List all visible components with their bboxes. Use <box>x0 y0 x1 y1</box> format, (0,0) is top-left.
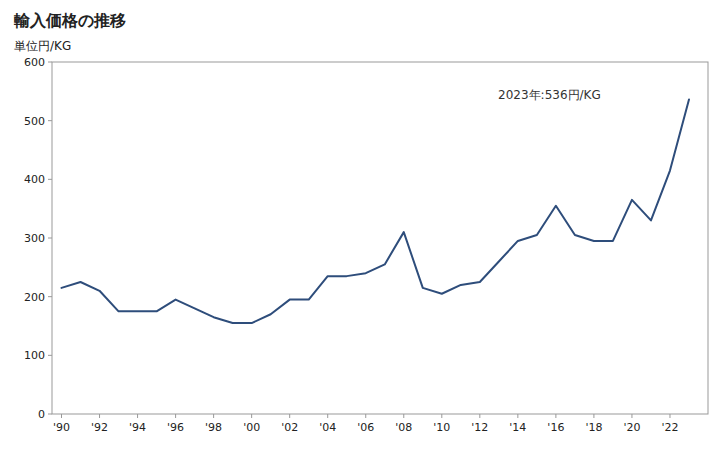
x-tick <box>327 414 328 418</box>
x-tick <box>61 414 62 418</box>
x-tick <box>669 414 670 418</box>
x-tick <box>593 414 594 418</box>
x-tick <box>251 414 252 418</box>
x-tick <box>555 414 556 418</box>
x-tick-label: '16 <box>547 421 564 434</box>
x-tick-label: '94 <box>129 421 146 434</box>
x-tick-label: '98 <box>205 421 222 434</box>
y-tick <box>48 414 52 415</box>
annotation: 2023年:536円/KG <box>498 88 601 102</box>
y-axis-label: 単位円/KG <box>14 39 71 53</box>
x-tick-label: '14 <box>509 421 526 434</box>
x-tick <box>403 414 404 418</box>
x-tick <box>441 414 442 418</box>
y-tick <box>48 238 52 239</box>
title: 輸入価格の推移 <box>13 11 126 30</box>
y-tick <box>48 62 52 63</box>
x-tick-label: '00 <box>243 421 260 434</box>
plot-area <box>62 100 689 324</box>
data-line <box>62 100 689 324</box>
y-axis: 0 100 200 300 400 500 600 <box>24 56 52 421</box>
plot-frame <box>52 62 708 414</box>
y-tick-label: 200 <box>24 291 45 304</box>
x-tick-label: '12 <box>471 421 488 434</box>
x-tick-label: '90 <box>53 421 70 434</box>
y-tick-label: 600 <box>24 56 45 69</box>
x-tick-label: '04 <box>319 421 336 434</box>
y-tick-label: 0 <box>38 408 45 421</box>
x-tick-label: '96 <box>167 421 184 434</box>
y-tick-label: 400 <box>24 173 45 186</box>
y-tick-label: 300 <box>24 232 45 245</box>
x-tick <box>479 414 480 418</box>
x-tick <box>213 414 214 418</box>
x-tick-label: '18 <box>585 421 602 434</box>
x-tick-label: '06 <box>357 421 374 434</box>
y-tick <box>48 120 52 121</box>
x-tick <box>517 414 518 418</box>
x-tick-label: '92 <box>91 421 108 434</box>
x-axis: '90 '92 '94 '96 '98 '00 '02 '04 '06 '08 '10 '12 '14 '… <box>53 414 678 434</box>
y-tick <box>48 179 52 180</box>
y-tick <box>48 355 52 356</box>
x-tick <box>175 414 176 418</box>
x-tick <box>631 414 632 418</box>
x-tick <box>365 414 366 418</box>
x-tick <box>289 414 290 418</box>
x-tick-label: '20 <box>623 421 640 434</box>
x-tick <box>99 414 100 418</box>
x-tick-label: '02 <box>281 421 298 434</box>
x-tick <box>137 414 138 418</box>
y-tick-label: 500 <box>24 115 45 128</box>
x-tick-label: '22 <box>661 421 678 434</box>
y-tick-label: 100 <box>24 349 45 362</box>
x-tick-label: '10 <box>433 421 450 434</box>
chart: 輸入価格の推移単位円/KG0100200300400500600'90'92'9… <box>0 0 728 450</box>
x-tick-label: '08 <box>395 421 412 434</box>
y-tick <box>48 296 52 297</box>
